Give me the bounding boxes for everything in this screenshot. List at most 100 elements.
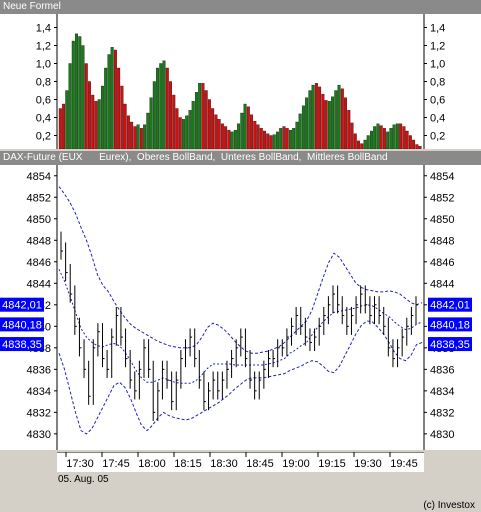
indicator-bar — [117, 67, 121, 150]
indicator-bar — [75, 33, 78, 150]
indicator-bar — [185, 115, 189, 150]
main-panel-title: DAX-Future (EUX Eurex), Oberes BollBand,… — [0, 151, 481, 165]
indicator-bar — [156, 67, 160, 150]
indicator-bar — [123, 103, 127, 150]
indicator-panel: 0,2 0,2 0,4 0,4 0,6 0,6 0,8 0,8 1,0 1,0 1,2 1,2 1,4 1… — [0, 14, 481, 150]
indicator-bar — [84, 63, 88, 150]
indicator-bar — [91, 94, 95, 150]
y-tick-label-left: 4848 — [27, 235, 51, 247]
indicator-bar — [334, 90, 338, 150]
indicator-bar — [405, 130, 409, 150]
indicator-bar — [399, 123, 403, 150]
indicator-bar — [220, 123, 224, 150]
y-tick-label-right: 4850 — [430, 214, 454, 226]
indicator-bar — [256, 124, 260, 150]
y-tick-label-right: 0,6 — [430, 95, 445, 107]
indicator-bar — [120, 85, 124, 150]
indicator-bar — [143, 124, 147, 150]
indicator-bar — [250, 114, 254, 150]
y-tick-label-left: 4836 — [27, 364, 51, 376]
indicator-bar — [211, 108, 215, 150]
indicator-bar — [344, 97, 348, 150]
price-label-right: 4838,35 — [430, 339, 470, 351]
indicator-bar — [107, 54, 111, 150]
indicator-bar — [233, 129, 237, 150]
y-tick-label-right: 0,8 — [430, 77, 445, 89]
indicator-bar — [172, 94, 176, 150]
indicator-bar — [175, 108, 179, 150]
price-label-left-box — [0, 297, 44, 312]
indicator-bar — [408, 135, 412, 150]
y-tick-label-right: 4844 — [430, 278, 454, 290]
date-label: 05. Aug. 05 — [58, 474, 109, 485]
indicator-bar — [353, 133, 357, 150]
indicator-bar — [246, 106, 250, 150]
indicator-bar — [269, 135, 273, 150]
indicator-bar — [58, 108, 62, 150]
indicator-bar — [240, 112, 244, 150]
indicator-bar — [318, 86, 322, 150]
indicator-bar — [253, 120, 257, 150]
price-label-right: 4840,18 — [430, 319, 470, 331]
indicator-bar — [243, 103, 247, 150]
y-tick-label-left: 4854 — [27, 171, 51, 183]
indicator-bar — [191, 101, 195, 150]
indicator-bar — [272, 134, 276, 150]
indicator-bar — [149, 97, 153, 150]
y-tick-label-right: 4832 — [430, 407, 454, 419]
indicator-bar — [113, 49, 117, 150]
indicator-bar — [327, 101, 331, 150]
y-tick-label-left: 0,4 — [36, 113, 51, 125]
indicator-bar — [133, 126, 137, 150]
indicator-bar — [110, 47, 114, 150]
indicator-bar — [162, 60, 166, 150]
price-chart: 4830483048324832483448344836483648384838… — [0, 165, 472, 450]
indicator-bar — [331, 96, 335, 150]
price-label-left: 4840,18 — [2, 319, 42, 331]
indicator-bar — [182, 119, 185, 150]
indicator-bar — [308, 90, 312, 150]
indicator-bar — [104, 67, 108, 150]
indicator-bar — [259, 128, 263, 150]
y-tick-label-left: 4850 — [27, 214, 51, 226]
indicator-bar — [412, 139, 416, 150]
copyright-text: (c) Investox — [423, 500, 475, 511]
y-tick-label-right: 4836 — [430, 364, 454, 376]
indicator-bar — [350, 122, 354, 150]
indicator-bar — [366, 135, 370, 150]
y-tick-label-left: 1,4 — [36, 23, 51, 35]
x-tick-label: 19:45 — [390, 458, 418, 470]
indicator-bar — [360, 143, 364, 150]
indicator-bar — [415, 144, 419, 150]
upper-bollinger-band — [58, 186, 423, 354]
indicator-bar — [227, 129, 231, 150]
indicator-bar — [207, 99, 211, 150]
indicator-bar — [266, 133, 270, 150]
indicator-bar — [292, 128, 296, 150]
price-label-right: 4842,01 — [430, 300, 470, 312]
indicator-bar — [188, 110, 192, 150]
y-tick-label-right: 1,0 — [430, 59, 445, 71]
indicator-bar — [395, 123, 399, 150]
price-label-left-box — [0, 317, 44, 332]
indicator-bar — [379, 125, 383, 150]
indicator-bar — [146, 112, 150, 150]
y-tick-label-left: 0,6 — [36, 95, 51, 107]
indicator-bar — [301, 105, 305, 150]
indicator-bar — [340, 88, 344, 150]
indicator-bar — [321, 93, 325, 150]
y-tick-label-left: 4846 — [27, 257, 51, 269]
indicator-bar — [201, 83, 205, 150]
indicator-bar — [178, 117, 182, 150]
indicator-bar — [285, 128, 289, 150]
indicator-bar — [389, 128, 393, 150]
price-panel: 4830483048324832483448344836483648384838… — [0, 165, 481, 450]
y-tick-label-left: 4852 — [27, 192, 51, 204]
y-tick-label-right: 4830 — [430, 429, 454, 441]
indicator-bar — [165, 67, 169, 150]
y-tick-label-left: 4834 — [27, 386, 51, 398]
indicator-bar — [94, 101, 98, 150]
y-tick-label-right: 4854 — [430, 171, 454, 183]
indicator-bar — [237, 123, 241, 150]
indicator-bar — [392, 124, 396, 150]
